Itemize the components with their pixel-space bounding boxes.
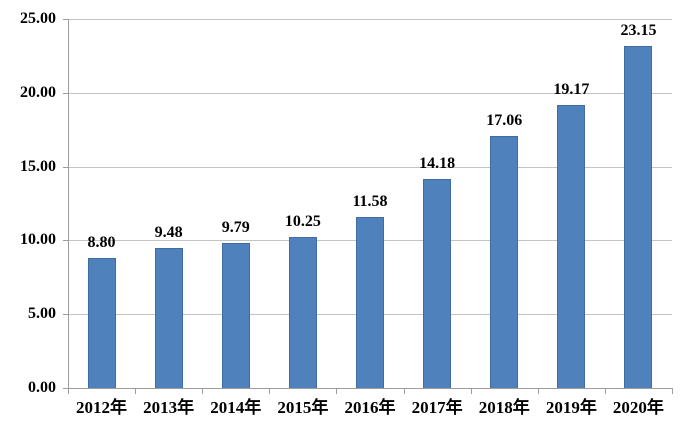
x-axis-tick — [672, 389, 673, 394]
bar — [154, 248, 183, 388]
bar — [624, 46, 653, 388]
x-axis-tick — [269, 389, 271, 394]
y-axis-label: 10.00 — [20, 231, 56, 249]
bar-value-label: 17.06 — [486, 112, 523, 130]
y-axis-label: 0.00 — [28, 379, 56, 396]
y-axis-tick — [63, 166, 68, 168]
y-axis-label: 15.00 — [20, 157, 56, 175]
y-axis-label: 20.00 — [20, 83, 56, 101]
y-axis-tick — [63, 314, 68, 316]
x-axis-label: 2016年 — [344, 398, 396, 417]
y-axis — [68, 19, 69, 388]
x-axis-label: 2018年 — [478, 398, 530, 417]
x-axis-label: 2014年 — [210, 398, 262, 417]
x-axis — [68, 388, 673, 389]
bar — [288, 236, 317, 388]
x-axis-label: 2013年 — [143, 398, 195, 417]
y-axis-tick — [63, 240, 68, 242]
x-axis-tick — [68, 389, 69, 394]
x-axis-label: 2012年 — [76, 398, 128, 417]
y-axis-tick — [63, 19, 68, 20]
x-axis-label: 2015年 — [277, 398, 329, 417]
x-axis-tick — [470, 389, 472, 394]
bar-value-label: 23.15 — [620, 22, 657, 40]
y-axis-tick — [63, 92, 68, 94]
x-axis-label: 2017年 — [411, 398, 463, 417]
bar-value-label: 9.79 — [221, 219, 250, 237]
y-axis-label: 5.00 — [28, 305, 56, 323]
x-axis-tick — [537, 389, 539, 394]
y-axis-tick — [63, 388, 68, 389]
bar-value-label: 10.25 — [284, 212, 321, 230]
bar-value-label: 14.18 — [419, 154, 456, 172]
bar-value-label: 9.48 — [154, 224, 183, 242]
x-axis-tick — [604, 389, 606, 394]
bar — [423, 178, 452, 388]
x-axis-tick — [336, 389, 338, 394]
x-axis-label: 2019年 — [545, 398, 597, 417]
x-axis-tick — [202, 389, 204, 394]
x-axis-tick — [403, 389, 405, 394]
gridline — [68, 19, 672, 20]
x-axis-tick — [135, 389, 137, 394]
bar-value-label: 11.58 — [352, 193, 388, 211]
bar-value-label: 8.80 — [87, 234, 116, 252]
y-axis-label: 25.00 — [20, 10, 56, 27]
bar — [356, 217, 384, 388]
bar — [87, 258, 116, 388]
bar-value-label: 19.17 — [553, 81, 590, 99]
bar — [221, 243, 250, 388]
x-axis-label: 2020年 — [612, 398, 664, 417]
bar — [490, 136, 519, 388]
bar — [557, 105, 586, 388]
